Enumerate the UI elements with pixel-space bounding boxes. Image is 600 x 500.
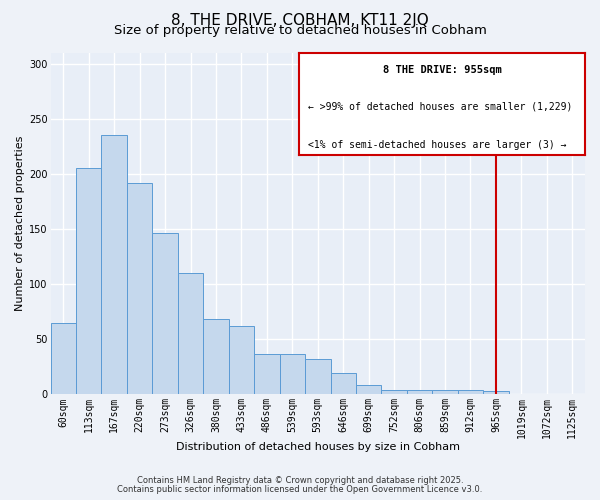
Bar [382,390,407,394]
Text: Contains public sector information licensed under the Open Government Licence v3: Contains public sector information licen… [118,485,482,494]
Bar [483,391,509,394]
Y-axis label: Number of detached properties: Number of detached properties [15,136,25,311]
Bar [356,384,382,394]
Bar [458,390,483,394]
Bar [152,234,178,394]
Bar [433,390,458,394]
Bar [331,374,356,394]
Bar [50,322,76,394]
Bar [305,359,331,394]
Text: Size of property relative to detached houses in Cobham: Size of property relative to detached ho… [113,24,487,37]
Text: Contains HM Land Registry data © Crown copyright and database right 2025.: Contains HM Land Registry data © Crown c… [137,476,463,485]
Bar [229,326,254,394]
Bar [127,182,152,394]
Bar [76,168,101,394]
Bar [254,354,280,395]
Bar [280,354,305,395]
Bar [101,135,127,394]
X-axis label: Distribution of detached houses by size in Cobham: Distribution of detached houses by size … [176,442,460,452]
Text: 8, THE DRIVE, COBHAM, KT11 2JQ: 8, THE DRIVE, COBHAM, KT11 2JQ [171,12,429,28]
Bar [203,320,229,394]
Bar [407,390,433,394]
Bar [178,273,203,394]
